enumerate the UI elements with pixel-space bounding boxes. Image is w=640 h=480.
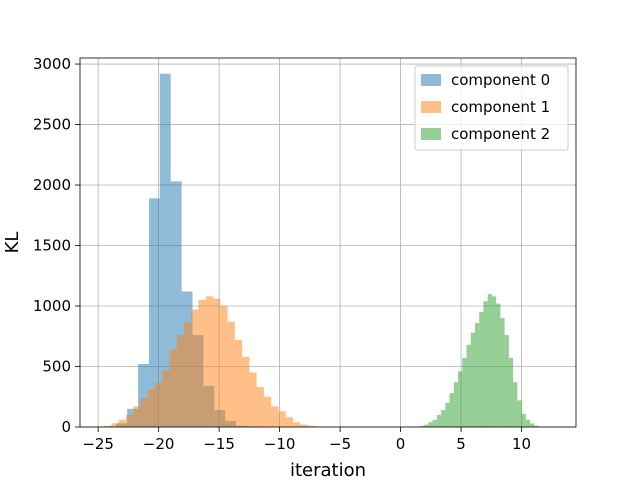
bar-component-1	[104, 425, 112, 427]
bar-component-1	[133, 406, 141, 427]
bar-component-1	[162, 370, 170, 427]
legend-label-component-2: component 2	[451, 125, 550, 143]
bar-component-0	[170, 181, 182, 427]
bar-component-1	[227, 321, 235, 427]
x-tick-label: 10	[512, 435, 531, 453]
y-tick-label: 0	[61, 418, 71, 436]
bar-component-1	[300, 424, 308, 427]
x-tick-label: 0	[396, 435, 406, 453]
bar-component-1	[220, 306, 228, 427]
bar-component-2	[449, 393, 454, 427]
bar-component-2	[491, 296, 497, 427]
bar-component-2	[487, 293, 492, 427]
bar-component-1	[118, 419, 126, 427]
bar-component-2	[508, 358, 514, 427]
bar-component-0	[138, 364, 149, 427]
x-tick-label: −10	[264, 435, 296, 453]
x-tick-label: −5	[329, 435, 351, 453]
bar-component-1	[111, 423, 119, 427]
bar-component-2	[445, 402, 450, 427]
bar-component-1	[147, 389, 156, 427]
bar-component-2	[428, 422, 433, 427]
bar-component-1	[176, 335, 185, 427]
legend: component 0 component 1 component 2	[414, 65, 569, 151]
y-tick-label: 500	[42, 358, 71, 376]
y-tick-label: 2000	[33, 176, 71, 194]
bar-component-1	[155, 382, 163, 427]
x-axis-label: iteration	[290, 460, 366, 480]
legend-label-component-0: component 0	[451, 71, 550, 89]
bar-component-2	[521, 413, 526, 427]
bar-component-1	[184, 322, 192, 427]
bar-component-2	[479, 312, 484, 427]
bar-component-2	[530, 423, 535, 427]
bar-component-1	[205, 296, 214, 427]
bar-component-0	[159, 73, 171, 427]
legend-swatch-component-0	[421, 74, 441, 86]
x-tick-label: −15	[203, 435, 235, 453]
bar-component-2	[500, 318, 505, 427]
y-tick-label: 2500	[33, 116, 71, 134]
bar-component-2	[513, 382, 518, 427]
bar-component-2	[462, 358, 467, 427]
y-tick-label: 3000	[33, 55, 71, 73]
bar-component-2	[419, 425, 425, 427]
bar-component-1	[263, 396, 272, 427]
histogram-bars	[104, 73, 539, 427]
bar-component-2	[466, 344, 471, 427]
bar-component-2	[432, 419, 437, 427]
y-axis-label: KL	[2, 232, 23, 254]
bar-component-1	[292, 422, 301, 427]
bar-component-1	[278, 411, 286, 427]
bar-component-1	[125, 414, 134, 427]
bar-component-2	[436, 414, 442, 427]
legend-box	[414, 65, 569, 151]
bar-component-1	[191, 309, 199, 427]
bar-component-2	[504, 335, 509, 427]
bar-component-1	[249, 372, 257, 427]
bar-component-1	[234, 339, 243, 427]
bar-component-1	[256, 387, 264, 427]
bar-component-2	[470, 332, 475, 427]
plot-frame	[79, 57, 577, 428]
bar-component-2	[458, 371, 463, 427]
legend-label-component-1: component 1	[451, 98, 550, 116]
y-axis-ticks: 0 500 1000 1500 2000 2500 3000	[33, 55, 80, 436]
bar-component-2	[496, 303, 501, 427]
bar-component-2	[441, 410, 446, 427]
x-axis-ticks: −25 −20 −15 −10 −5 0 5 10	[82, 427, 531, 453]
bar-component-2	[534, 425, 539, 427]
y-tick-label: 1500	[33, 237, 71, 255]
legend-swatch-component-2	[421, 128, 441, 140]
bar-component-1	[242, 356, 250, 427]
bar-component-2	[424, 424, 429, 427]
bar-component-1	[198, 299, 206, 427]
bar-component-1	[169, 349, 177, 427]
bar-component-1	[140, 397, 148, 427]
bar-component-1	[285, 417, 293, 427]
x-tick-label: −25	[82, 435, 114, 453]
x-tick-label: 5	[456, 435, 466, 453]
bar-component-2	[517, 400, 522, 427]
bar-component-2	[453, 382, 459, 427]
bar-component-1	[271, 406, 279, 427]
y-tick-label: 1000	[33, 297, 71, 315]
x-tick-label: −20	[143, 435, 175, 453]
legend-swatch-component-1	[421, 101, 441, 113]
bar-component-1	[307, 425, 315, 427]
bar-component-2	[525, 419, 531, 427]
bar-component-2	[483, 301, 488, 427]
bar-component-0	[148, 198, 160, 427]
bar-component-2	[474, 322, 480, 427]
bar-component-1	[213, 298, 221, 427]
